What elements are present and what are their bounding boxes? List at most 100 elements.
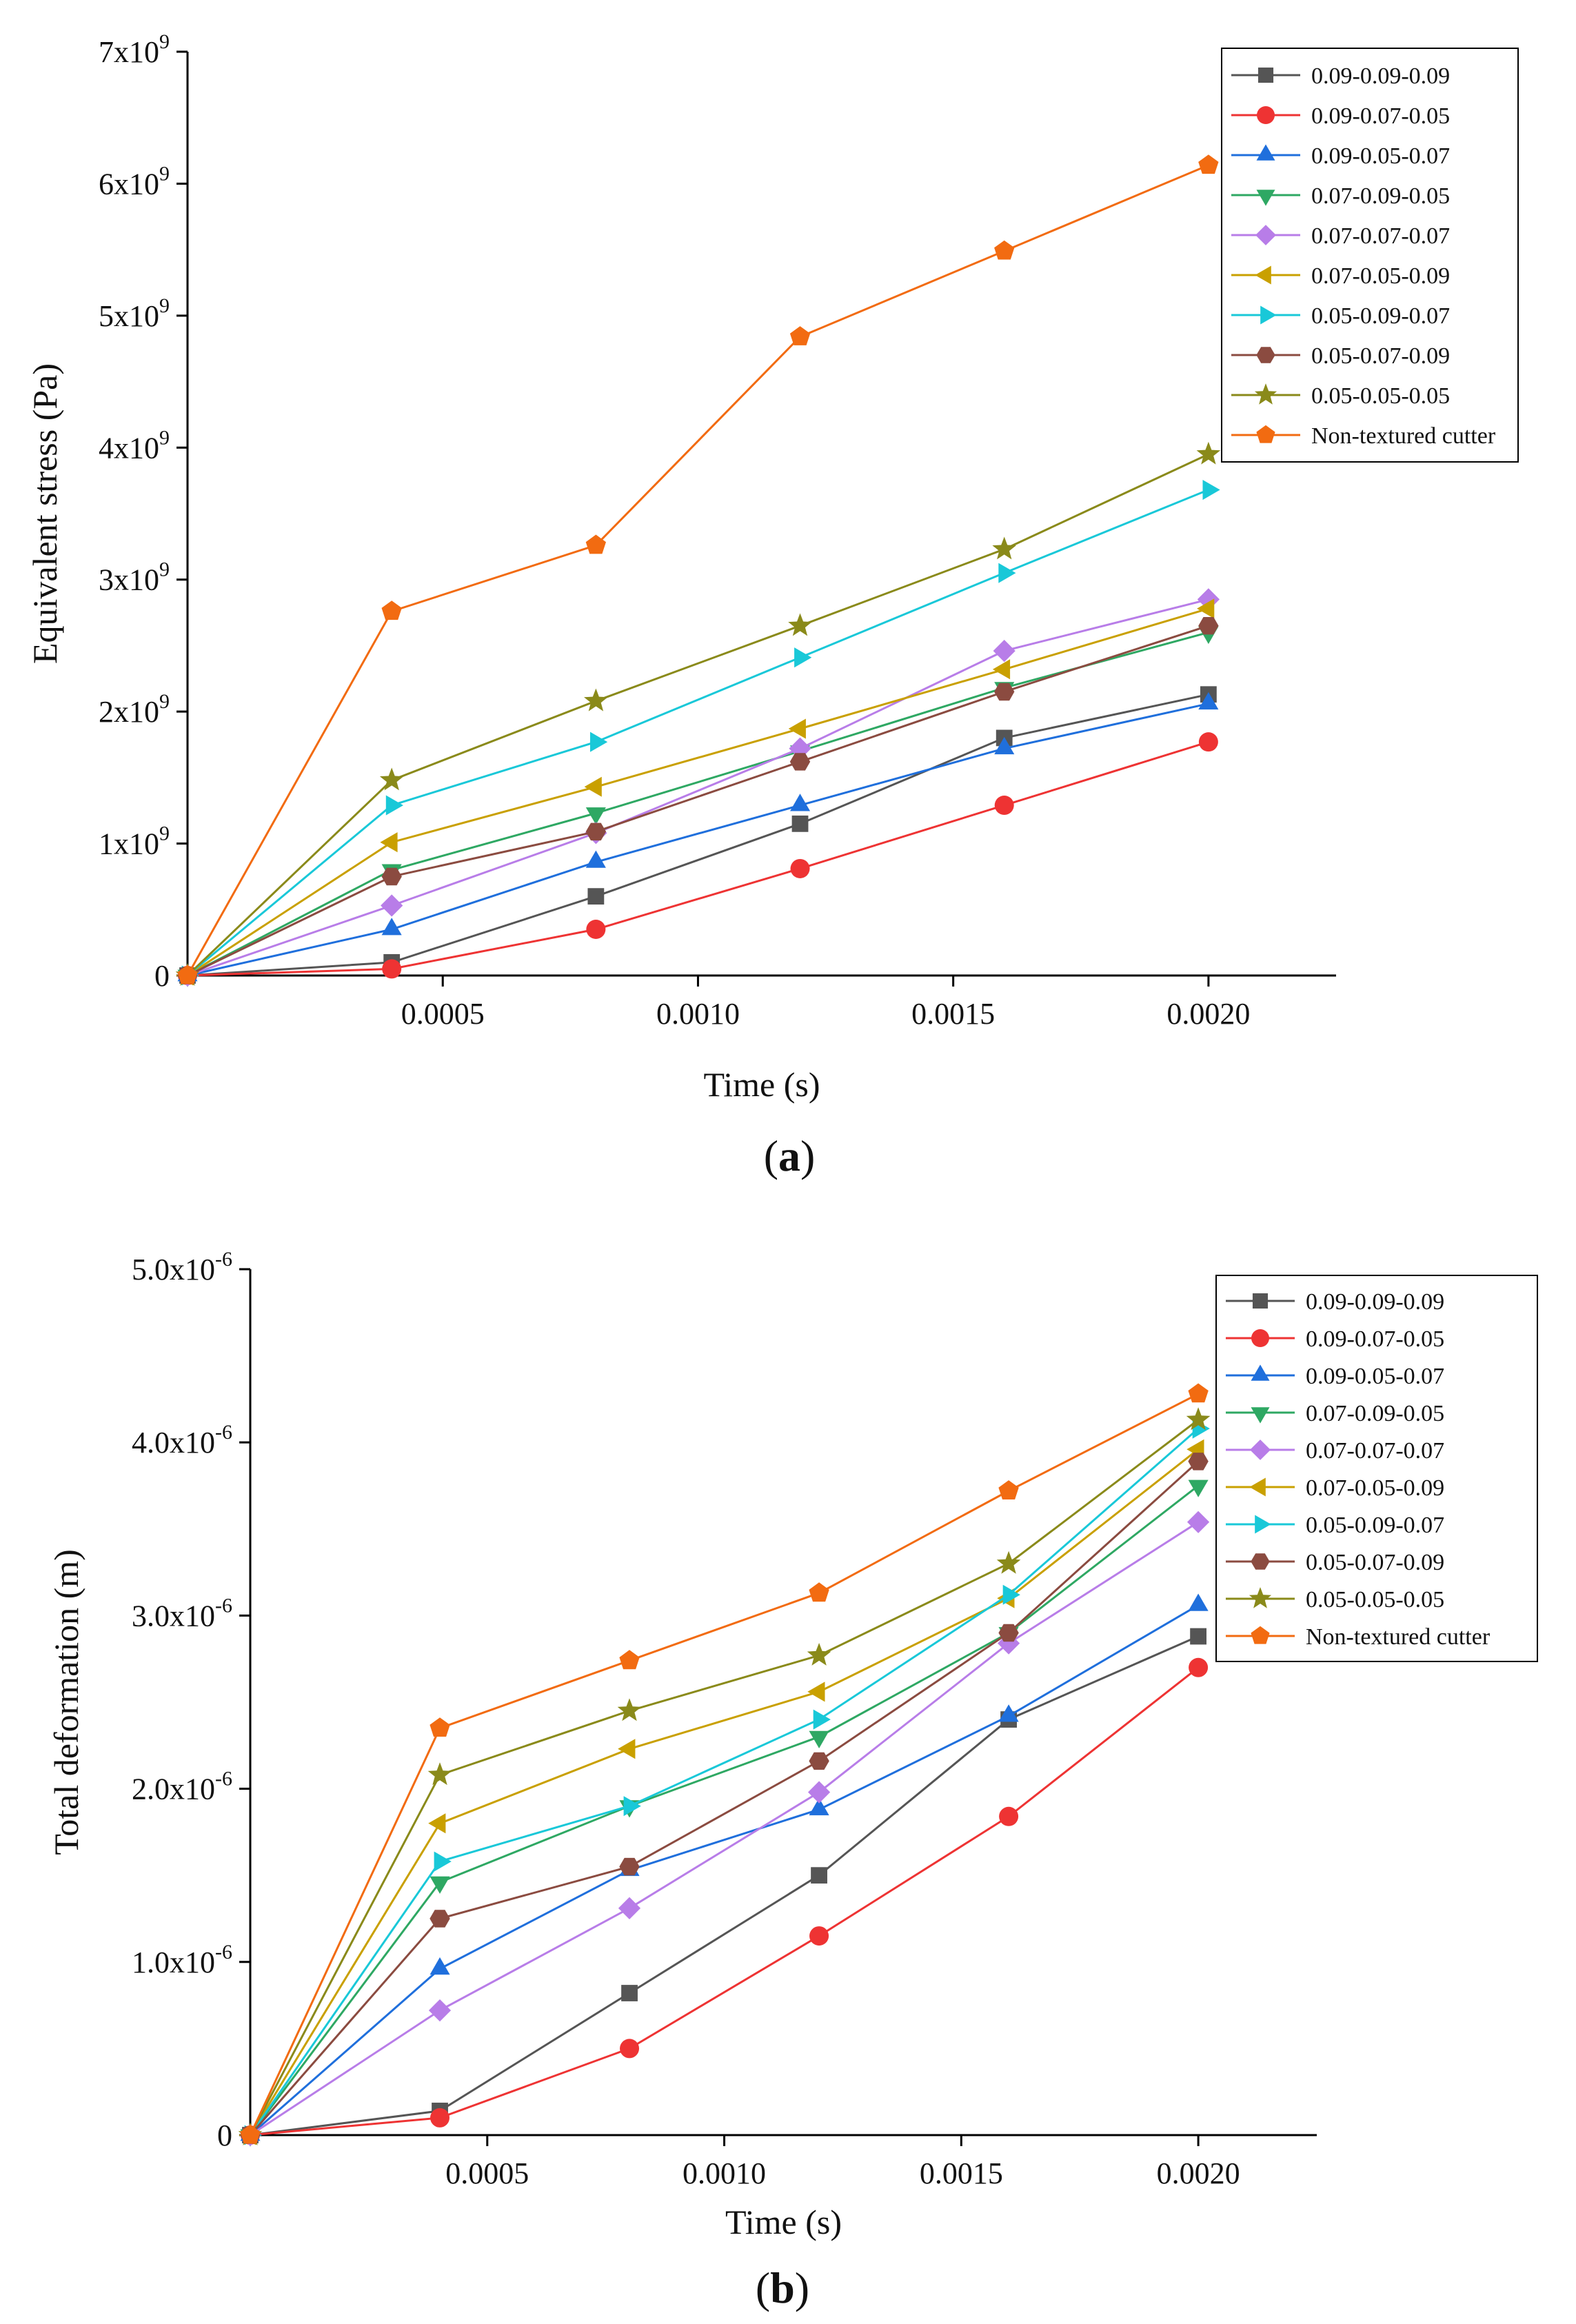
series-0.09-0.07-0.05	[178, 732, 1218, 985]
data-point	[1190, 1628, 1207, 1645]
data-point	[992, 536, 1016, 560]
legend-label: 0.05-0.07-0.09	[1311, 343, 1450, 369]
data-point	[585, 807, 606, 825]
data-point	[381, 600, 402, 620]
legend-item: 0.05-0.07-0.09	[1226, 1550, 1444, 1575]
x-tick-label: 0.0020	[1166, 997, 1250, 1031]
data-point	[807, 1681, 825, 1702]
y-tick-label: 4x109	[99, 426, 170, 465]
data-point	[240, 2124, 261, 2144]
data-point	[789, 737, 811, 760]
series-line	[187, 607, 1209, 977]
data-point	[811, 1867, 827, 1884]
legend-item: 0.07-0.09-0.05	[1226, 1401, 1444, 1426]
data-point	[617, 1698, 642, 1721]
legend-item: 0.09-0.07-0.05	[1226, 1326, 1444, 1352]
y-tick-label: 0	[154, 959, 170, 993]
legend-marker	[1257, 67, 1274, 83]
data-point	[621, 1985, 638, 2001]
data-point	[790, 858, 810, 878]
data-point	[381, 867, 402, 886]
legend-item: 0.09-0.05-0.07	[1231, 143, 1450, 169]
series-0.09-0.07-0.05	[241, 1657, 1209, 2145]
legend-item: 0.07-0.09-0.05	[1231, 183, 1450, 209]
legend-marker	[1257, 106, 1275, 124]
legend-label: Non-textured cutter	[1306, 1624, 1491, 1650]
legend-marker	[1249, 1587, 1272, 1608]
y-axis-title: Total deformation (m)	[47, 1549, 85, 1855]
total-deformation-chart: 0.0005 0.0010 0.0015 0.0020 0 1.0x10-6 2.0x10-…	[47, 1248, 1538, 2312]
series-line	[249, 1419, 1200, 2136]
data-point	[996, 1550, 1021, 1574]
data-point	[584, 688, 608, 711]
series-line	[187, 598, 1209, 977]
legend-marker	[1251, 1364, 1270, 1381]
data-point	[998, 1704, 1019, 1722]
series-line	[250, 1666, 1200, 2136]
data-point	[788, 613, 812, 636]
data-point	[1188, 1479, 1209, 1497]
legend-item: 0.07-0.05-0.09	[1226, 1475, 1444, 1501]
series-0.09-0.09-0.09	[242, 1628, 1207, 2143]
legend-label: 0.05-0.07-0.09	[1306, 1550, 1444, 1575]
data-point	[789, 326, 811, 345]
legend: 0.09-0.09-0.09 0.09-0.07-0.05 0.09-0.05-0.…	[1221, 48, 1519, 463]
y-tick-label: 1.0x10-6	[132, 1941, 232, 1979]
legend-item: 0.09-0.07-0.05	[1231, 103, 1450, 129]
y-tick-label: 7x109	[99, 30, 170, 69]
data-point	[809, 1582, 829, 1602]
legend-item: 0.09-0.09-0.09	[1226, 1289, 1444, 1315]
data-point	[813, 1709, 831, 1730]
legend-box	[1215, 1275, 1538, 1662]
legend-label: 0.07-0.07-0.07	[1306, 1438, 1444, 1464]
data-point	[994, 796, 1014, 816]
series-line	[249, 1427, 1200, 2136]
data-point	[808, 1781, 831, 1803]
series-line	[187, 625, 1209, 977]
data-point	[1198, 691, 1219, 710]
data-point	[585, 850, 606, 868]
y-tick-label: 2x109	[99, 690, 170, 729]
data-point	[809, 1797, 829, 1816]
legend-item: 0.05-0.05-0.05	[1231, 383, 1450, 409]
data-point	[1187, 1510, 1210, 1533]
y-tick-label: 5.0x10-6	[132, 1248, 232, 1286]
series-0.05-0.05-0.05	[238, 1407, 1211, 2145]
x-tick-label: 0.0020	[1157, 2156, 1240, 2190]
data-point	[993, 640, 1016, 663]
data-point	[1188, 1453, 1209, 1471]
data-point	[618, 1739, 636, 1759]
legend-item: Non-textured cutter	[1231, 423, 1496, 449]
series-Non-textured cutter	[240, 1383, 1209, 2144]
data-point	[381, 894, 403, 917]
series-line	[249, 1393, 1199, 2136]
legend-marker	[1249, 1477, 1266, 1497]
y-tick-label: 3x109	[99, 558, 170, 597]
data-point	[618, 1897, 641, 1919]
data-point	[585, 534, 606, 554]
legend-label: 0.09-0.09-0.09	[1306, 1289, 1444, 1315]
data-point	[1002, 1584, 1020, 1605]
data-point	[385, 795, 403, 816]
data-point	[790, 794, 811, 811]
legend-marker	[1256, 144, 1275, 161]
legend-item: 0.05-0.09-0.07	[1226, 1513, 1444, 1538]
legend-item: 0.05-0.09-0.07	[1231, 303, 1450, 329]
data-point	[789, 753, 811, 771]
legend-marker	[1251, 1407, 1270, 1424]
legend-label: 0.07-0.05-0.09	[1311, 263, 1450, 289]
data-point	[620, 2039, 640, 2059]
legend-marker	[1250, 1439, 1271, 1460]
legend-marker	[1255, 265, 1271, 285]
data-point	[382, 959, 402, 979]
data-point	[586, 920, 606, 939]
data-point	[381, 918, 402, 936]
data-point	[585, 822, 607, 841]
data-point	[428, 1813, 446, 1834]
data-point	[428, 1999, 452, 2022]
legend-marker	[1256, 190, 1275, 206]
legend-label: 0.05-0.09-0.07	[1311, 303, 1450, 329]
legend-label: 0.07-0.05-0.09	[1306, 1475, 1444, 1501]
data-point	[994, 683, 1015, 701]
data-point	[998, 1480, 1019, 1499]
